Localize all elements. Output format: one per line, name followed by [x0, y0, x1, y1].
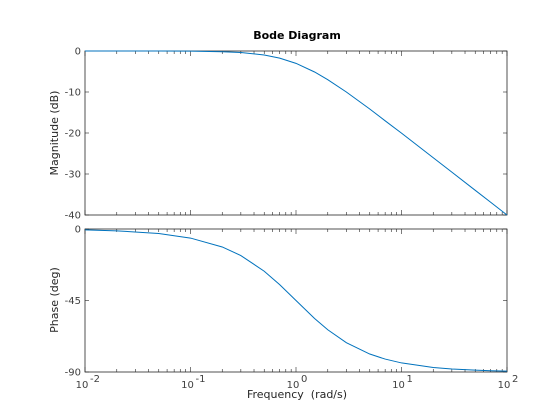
phase-series-line: [84, 229, 508, 372]
frequency-x-tick-label: 101: [392, 374, 413, 391]
magnitude-y-tick-label: -30: [65, 170, 81, 181]
magnitude-y-tick-label: -20: [65, 129, 81, 140]
x-tick-base: 10: [392, 380, 405, 391]
x-tick-base: 10: [76, 380, 89, 391]
phase-y-ticks: 0 -45 -90: [65, 225, 507, 379]
magnitude-series-line: [85, 50, 508, 216]
x-tick-exponent: -2: [90, 374, 100, 385]
chart-title: Bode Diagram: [253, 29, 341, 42]
frequency-x-label: Frequency (rad/s): [247, 388, 347, 401]
magnitude-y-tick-label: 0: [75, 47, 81, 58]
x-tick-exponent: 1: [407, 374, 413, 385]
magnitude-plot-frame: [84, 50, 508, 216]
frequency-x-tick-label: 10-2: [76, 374, 100, 391]
x-tick-exponent: 2: [512, 374, 518, 385]
x-tick-base: 10: [498, 380, 511, 391]
magnitude-y-ticks: 0 -10 -20 -30 -40: [65, 47, 507, 222]
x-tick-exponent: 0: [301, 374, 307, 385]
frequency-x-tick-label: 100: [287, 374, 308, 391]
x-tick-exponent: -1: [196, 374, 206, 385]
frequency-x-tick-label: 102: [498, 374, 519, 391]
x-tick-base: 10: [287, 380, 300, 391]
phase-y-tick-label: -45: [65, 296, 81, 307]
phase-y-tick-label: 0: [75, 225, 81, 236]
phase-y-tick-label: -90: [65, 368, 81, 379]
magnitude-panel: Magnitude (dB) 0 -10 -20 -30 -40: [48, 47, 508, 222]
phase-y-label: Phase (deg): [48, 267, 61, 333]
magnitude-y-tick-label: -10: [65, 88, 81, 99]
magnitude-y-tick-label: -40: [65, 211, 81, 222]
magnitude-x-tick-marks: [84, 51, 508, 215]
x-tick-base: 10: [181, 380, 194, 391]
magnitude-y-label: Magnitude (dB): [48, 91, 61, 176]
frequency-x-tick-label: 10-1: [181, 374, 205, 391]
